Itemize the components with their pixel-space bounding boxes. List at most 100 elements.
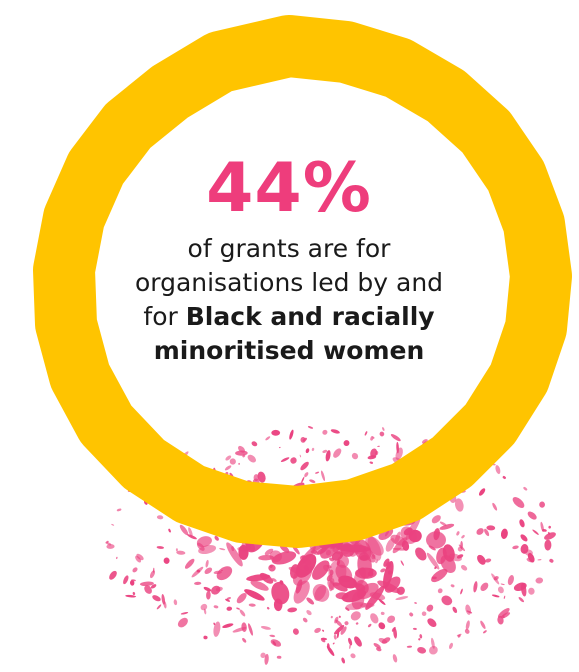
splatter-dot: [330, 615, 333, 619]
splatter-dot: [224, 465, 232, 471]
splatter-dot: [196, 569, 201, 573]
splatter-dot: [427, 618, 437, 628]
splatter-dot: [400, 560, 404, 566]
splatter-dot: [439, 521, 447, 526]
splatter-dot: [336, 559, 341, 566]
splatter-dot: [478, 488, 486, 496]
splatter-dot: [500, 583, 505, 586]
splatter-dot: [480, 620, 486, 629]
splatter-dot: [330, 429, 340, 434]
splatter-dot: [450, 584, 455, 588]
splatter-dot: [334, 625, 345, 635]
splatter-dot: [428, 545, 436, 551]
splatter-dot: [270, 639, 282, 647]
stat-block: 44% of grants are for organisations led …: [119, 152, 459, 368]
splatter-dot: [306, 597, 315, 605]
splatter-dot: [349, 644, 351, 649]
splatter-dot: [396, 441, 399, 454]
splatter-dot: [523, 486, 528, 491]
splatter-dot: [345, 607, 350, 611]
splatter-dot: [242, 637, 247, 643]
splatter-dot: [320, 470, 326, 482]
splatter-dot: [483, 630, 487, 634]
splatter-dot: [434, 566, 437, 570]
splatter-dot: [340, 626, 347, 635]
splatter-dot: [486, 525, 496, 531]
splatter-dot: [421, 611, 427, 617]
splatter-dot: [460, 565, 468, 571]
splatter-dot: [464, 628, 470, 634]
splatter-dot: [354, 636, 362, 647]
splatter-dot: [251, 441, 258, 447]
splatter-dot: [265, 436, 271, 441]
splatter-dot: [348, 637, 353, 646]
splatter-dot: [338, 615, 341, 618]
splatter-dot: [301, 476, 305, 483]
splatter-dot: [520, 544, 529, 554]
splatter-dot: [278, 446, 281, 449]
splatter-dot: [391, 626, 396, 632]
splatter-dot: [156, 546, 164, 549]
splatter-dot: [260, 626, 271, 630]
splatter-dot: [535, 577, 544, 584]
splatter-dot: [239, 609, 246, 617]
splatter-dot: [503, 595, 506, 599]
splatter-dot: [173, 599, 178, 606]
splatter-dot: [355, 567, 377, 579]
splatter-dot: [123, 575, 129, 585]
splatter-dot: [203, 586, 212, 592]
splatter-dot: [215, 586, 223, 592]
splatter-dot: [327, 579, 335, 591]
splatter-dot: [177, 617, 188, 628]
splatter-dot: [454, 498, 464, 512]
splatter-dot: [184, 558, 195, 569]
splatter-dot: [238, 445, 245, 453]
splatter-dot: [322, 449, 328, 453]
splatter-dot: [378, 598, 386, 606]
splatter-dot: [473, 581, 478, 593]
splatter-dot: [322, 429, 328, 435]
splatter-dot: [394, 531, 401, 544]
splatter-dot: [326, 564, 332, 568]
splatter-dot: [315, 471, 320, 474]
splatter-dot: [519, 519, 525, 528]
splatter-dot: [219, 547, 226, 551]
splatter-dot: [381, 637, 391, 644]
splatter-dot: [314, 585, 327, 601]
splatter-dot: [292, 628, 299, 635]
splatter-dot: [307, 426, 314, 429]
splatter-dot: [135, 555, 142, 563]
splatter-dot: [136, 553, 144, 561]
yellow-ring-icon: [33, 15, 572, 548]
splatter-dot: [456, 633, 462, 637]
splatter-dot: [392, 654, 398, 663]
splatter-dot: [203, 635, 208, 640]
splatter-dot: [350, 611, 361, 621]
splatter-dot: [495, 465, 501, 475]
splatter-dot: [406, 645, 412, 648]
splatter-dot: [276, 655, 282, 659]
splatter-dot: [289, 429, 294, 440]
splatter-dot: [161, 594, 166, 605]
splatter-dot: [257, 471, 266, 483]
splatter-dot: [244, 589, 265, 601]
splatter-dot: [139, 581, 154, 587]
splatter-dot: [269, 564, 273, 568]
splatter-dot: [491, 573, 500, 585]
splatter-dot: [500, 528, 508, 539]
splatter-dot: [500, 612, 511, 619]
splatter-dot: [431, 568, 448, 583]
splatter-dot: [369, 461, 374, 464]
splatter-dot: [131, 579, 136, 582]
splatter-dot: [300, 437, 306, 443]
splatter-dot: [465, 620, 470, 630]
splatter-dot: [350, 653, 356, 659]
splatter-dot: [376, 647, 382, 652]
splatter-dot: [502, 476, 506, 479]
splatter-dot: [456, 554, 464, 559]
splatter-dot: [532, 529, 539, 535]
splatter-dot: [520, 582, 527, 597]
splatter-dot: [387, 615, 396, 624]
stat-percentage: 44%: [206, 149, 372, 228]
splatter-dot: [325, 549, 331, 556]
